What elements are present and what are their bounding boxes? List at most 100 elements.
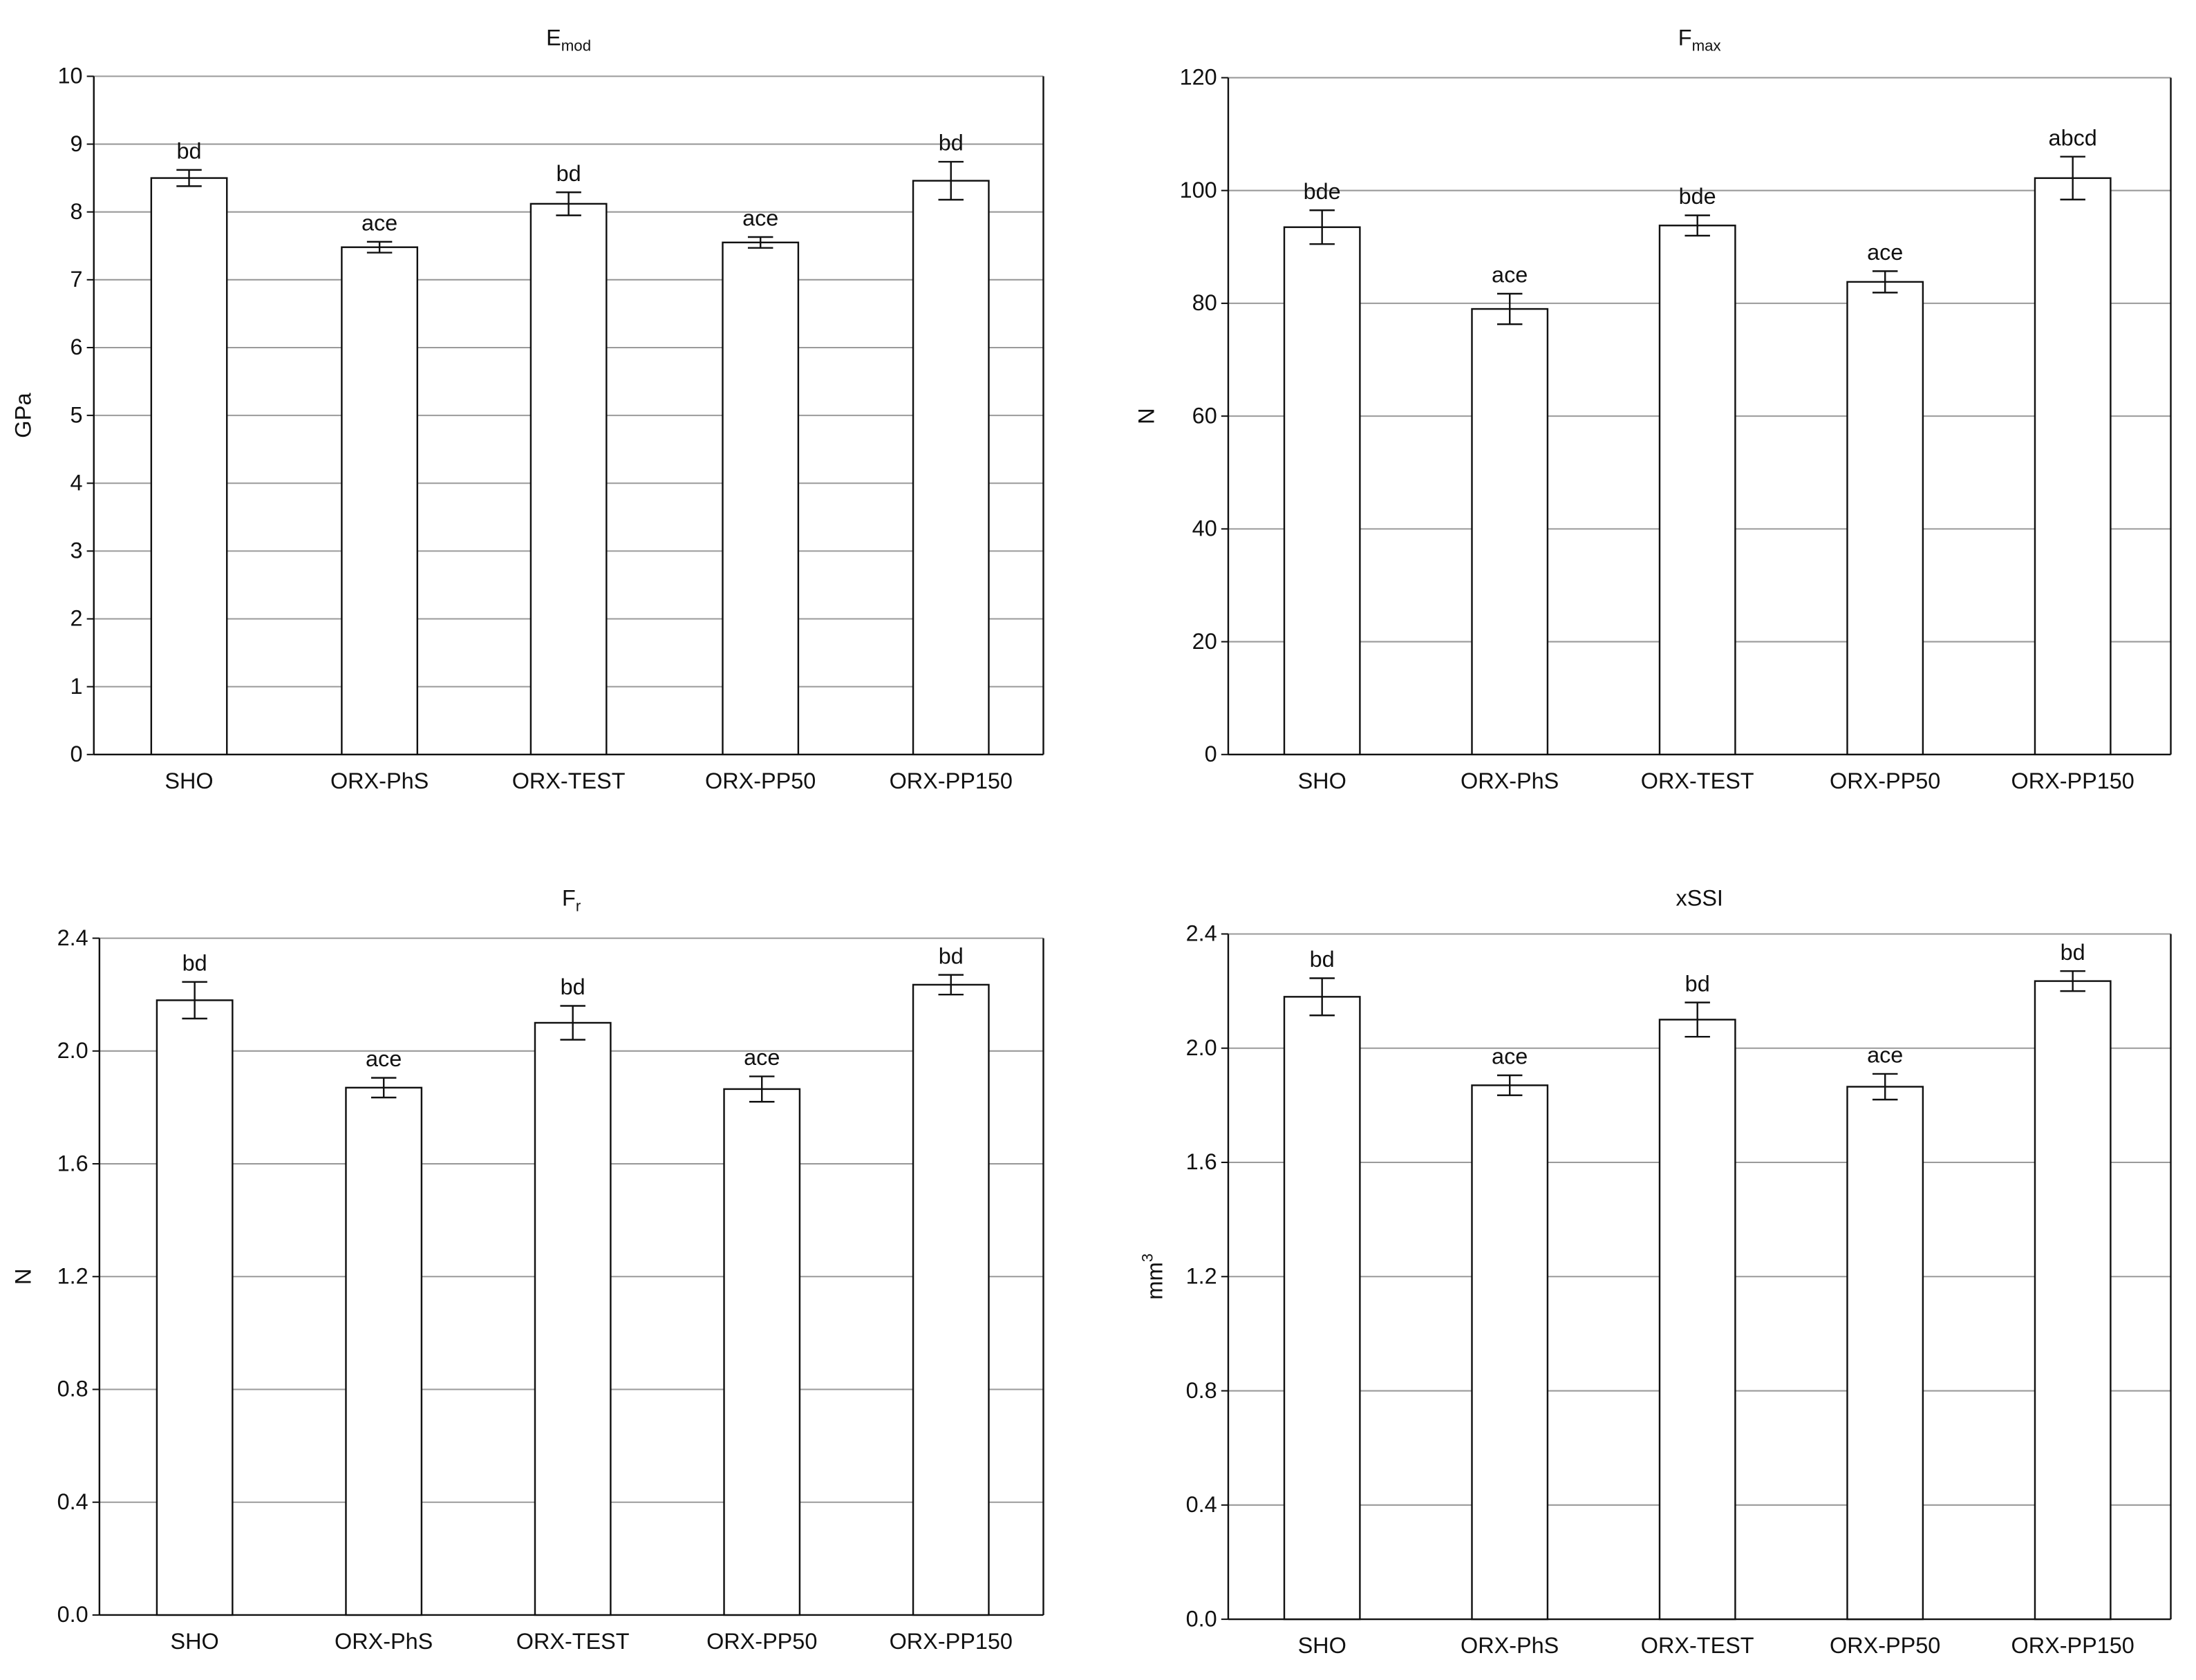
x-tick-label: ORX-PP50 [705,768,816,793]
y-tick-label: 2.0 [57,1038,88,1063]
significance-label: ace [1867,240,1903,265]
bar [1846,281,1924,756]
chart-title: Emod [546,25,591,54]
y-tick-label: 0.0 [1186,1606,1217,1631]
y-tick-label: 1.2 [57,1263,88,1288]
y-tick-label: 1.6 [1186,1149,1217,1174]
bar [150,177,228,756]
error-bar [2060,970,2085,992]
y-tick-label: 0.8 [57,1377,88,1401]
y-label-superscript: 3 [1139,1254,1156,1263]
y-tick-label: 1 [71,674,83,699]
y-tick-label: 3 [71,538,83,563]
y-tick-label: 1.2 [1186,1263,1217,1288]
bar [2034,177,2112,756]
y-tick-label: 9 [71,131,83,156]
bar [1658,225,1736,756]
error-bar [1496,292,1523,325]
y-label-main: GPa [11,392,36,437]
y-tick-label: 5 [71,402,83,427]
y-tick-label: 4 [71,470,83,495]
chart-title: xSSI [1676,885,1723,910]
significance-label: ace [1867,1042,1903,1067]
title-subscript: max [1692,37,1721,55]
error-bar [560,1005,585,1041]
significance-label: ace [362,210,397,235]
y-axis-label: N [11,1268,36,1285]
error-bar [747,236,773,249]
x-tick-label: ORX-TEST [516,1629,630,1654]
x-tick-label: ORX-PP50 [706,1629,817,1654]
y-label-main: N [11,1268,36,1285]
bar [1846,1086,1924,1621]
bar [529,202,608,756]
significance-label: bd [1310,947,1335,972]
error-bar [556,191,581,216]
error-bar [1684,1001,1710,1038]
chart-title: Fmax [1678,25,1721,54]
bar [1471,1084,1549,1621]
bar [722,241,800,756]
y-tick-label: 0 [71,742,83,766]
y-tick-label: 2 [71,606,83,631]
x-tick-label: ORX-PP150 [890,1629,1013,1654]
error-bar [182,981,207,1020]
error-bar [1309,977,1335,1017]
bar [1283,996,1361,1621]
significance-label: ace [744,1045,780,1070]
y-tick-label: 100 [1180,178,1217,202]
error-bar [2060,155,2085,200]
error-bar [370,1077,397,1099]
x-tick-label: ORX-PhS [330,768,429,793]
x-tick-label: ORX-PhS [1461,768,1559,793]
significance-label: bd [556,161,581,186]
significance-label: bd [177,138,202,163]
y-tick-label: 20 [1192,629,1217,654]
title-main: F [562,885,576,910]
bar [2034,980,2112,1621]
y-tick-label: 8 [71,199,83,224]
y-tick-label: 6 [71,334,83,359]
bar [345,1086,423,1616]
error-bar [938,160,964,201]
y-tick-label: 2.0 [1186,1035,1217,1060]
y-label-main: N [1134,408,1159,424]
x-tick-label: ORX-PP50 [1830,1633,1940,1658]
y-tick-label: 2.4 [57,925,88,950]
error-bar [176,169,202,187]
bar [1471,308,1549,756]
x-tick-label: ORX-PhS [335,1629,433,1654]
error-bar [1309,209,1335,245]
y-tick-label: 0 [1205,742,1217,766]
y-tick-label: 0.4 [1186,1492,1217,1517]
error-bar [366,240,393,254]
bar [534,1021,612,1616]
title-main: F [1678,25,1692,50]
y-axis-label: mm3 [1139,1254,1167,1300]
bar [156,999,234,1616]
x-tick-label: ORX-PP150 [2011,1633,2134,1658]
bar [723,1088,801,1616]
significance-label: bd [1685,971,1710,996]
y-tick-label: 0.0 [57,1602,88,1627]
error-bar [1496,1074,1523,1097]
error-bar [1872,270,1898,294]
significance-label: bd [939,943,964,968]
bar [1283,226,1361,756]
significance-label: abcd [2049,125,2097,150]
bar [912,180,990,756]
significance-label: bd [561,974,585,999]
bar [341,246,419,756]
title-subscript: mod [561,37,591,55]
error-bar [1872,1073,1898,1101]
significance-label: ace [1492,1044,1528,1068]
y-tick-label: 40 [1192,516,1217,540]
significance-label: bd [2061,940,2085,965]
x-tick-label: ORX-TEST [1641,768,1754,793]
y-tick-label: 10 [58,63,83,88]
significance-label: bde [1679,184,1716,209]
x-tick-label: ORX-PP150 [2011,768,2134,793]
y-tick-label: 7 [71,267,83,292]
significance-label: bde [1304,179,1341,204]
y-tick-label: 1.6 [57,1151,88,1176]
